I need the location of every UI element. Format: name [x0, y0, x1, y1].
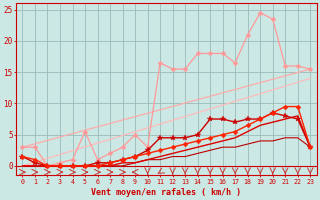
X-axis label: Vent moyen/en rafales ( km/h ): Vent moyen/en rafales ( km/h ) [92, 188, 241, 197]
